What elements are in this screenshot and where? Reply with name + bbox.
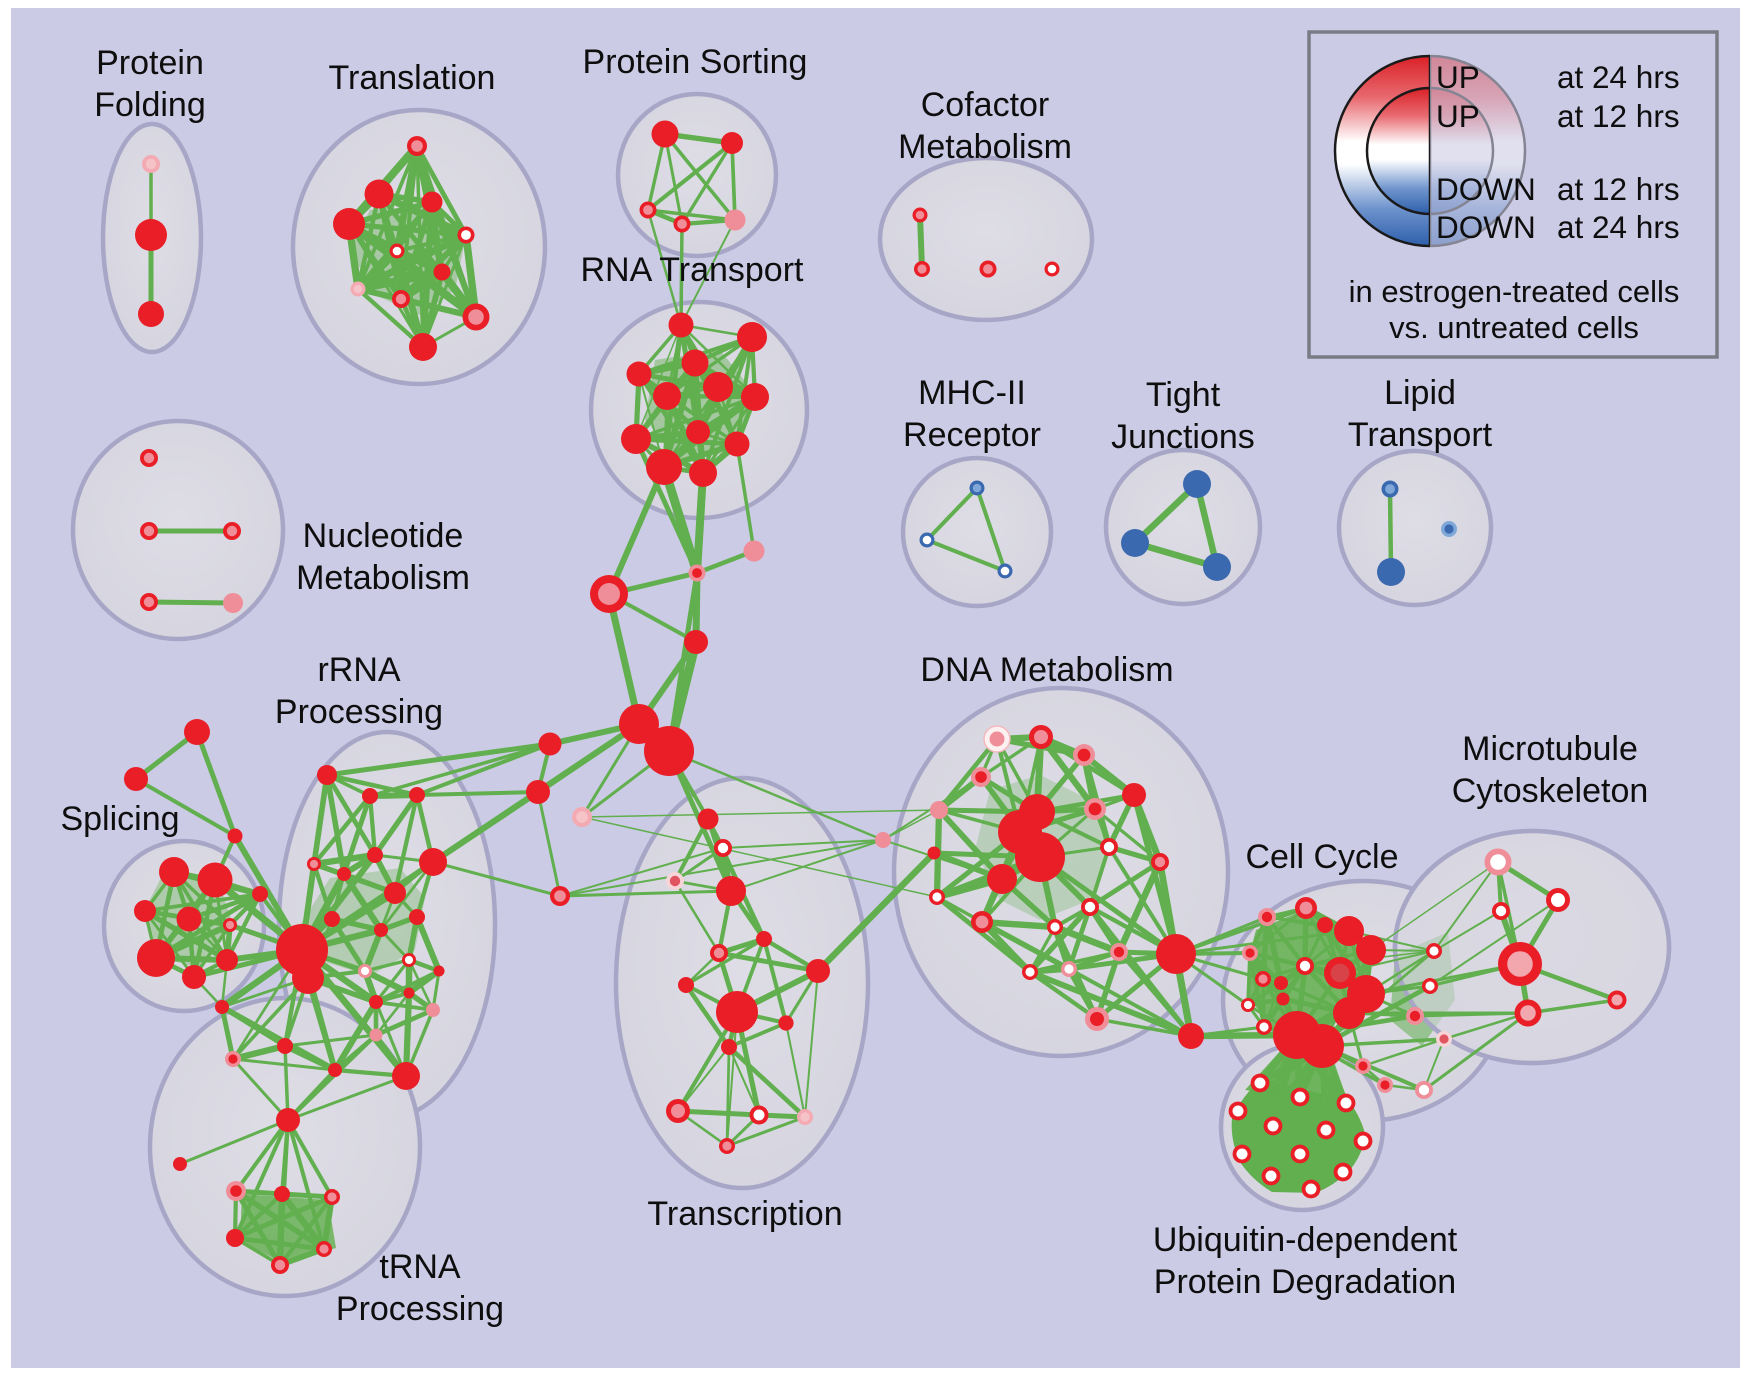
svg-text:Protein Degradation: Protein Degradation [1154,1263,1456,1301]
svg-text:Metabolism: Metabolism [296,559,470,597]
svg-text:vs. untreated cells: vs. untreated cells [1389,310,1639,345]
svg-text:rRNA: rRNA [317,651,400,689]
svg-text:UP: UP [1436,98,1480,134]
svg-text:DNA Metabolism: DNA Metabolism [920,651,1173,689]
svg-text:Microtubule: Microtubule [1462,730,1638,768]
svg-text:Nucleotide: Nucleotide [303,517,464,555]
svg-text:at 24 hrs: at 24 hrs [1557,209,1680,245]
svg-text:Protein: Protein [96,44,204,82]
svg-text:Lipid: Lipid [1384,374,1456,412]
svg-text:Translation: Translation [329,59,496,97]
svg-text:Receptor: Receptor [903,416,1041,454]
svg-text:Processing: Processing [336,1290,504,1328]
svg-text:DOWN: DOWN [1436,171,1536,207]
svg-text:Ubiquitin-dependent: Ubiquitin-dependent [1153,1221,1458,1259]
svg-text:Protein Sorting: Protein Sorting [583,43,808,81]
svg-text:Cell Cycle: Cell Cycle [1245,838,1398,876]
svg-text:Tight: Tight [1146,376,1221,414]
svg-text:Cytoskeleton: Cytoskeleton [1452,772,1649,810]
svg-text:Junctions: Junctions [1111,418,1255,456]
svg-text:RNA Transport: RNA Transport [581,251,805,289]
svg-text:tRNA: tRNA [379,1248,461,1286]
svg-text:UP: UP [1436,59,1480,95]
svg-text:at 24 hrs: at 24 hrs [1557,59,1680,95]
svg-text:at 12 hrs: at 12 hrs [1557,171,1680,207]
svg-text:Transcription: Transcription [647,1195,842,1233]
svg-text:DOWN: DOWN [1436,209,1536,245]
svg-text:Splicing: Splicing [60,800,179,838]
svg-text:Processing: Processing [275,693,443,731]
svg-text:Cofactor: Cofactor [921,86,1050,124]
svg-text:Folding: Folding [94,86,206,124]
svg-text:Transport: Transport [1348,416,1493,454]
svg-text:Metabolism: Metabolism [898,128,1072,166]
svg-text:in estrogen-treated cells: in estrogen-treated cells [1349,274,1680,309]
svg-text:MHC-II: MHC-II [918,374,1026,412]
svg-text:at 12 hrs: at 12 hrs [1557,98,1680,134]
